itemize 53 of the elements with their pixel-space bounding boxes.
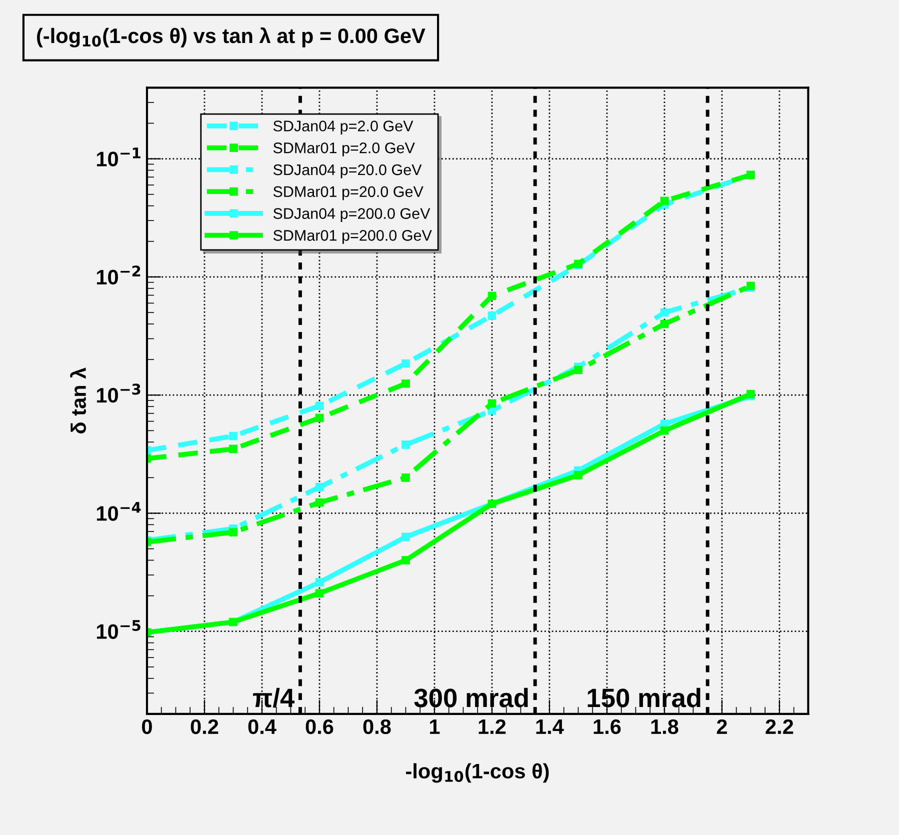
point <box>229 528 238 536</box>
x-tick-label: 0.6 <box>306 719 334 734</box>
point <box>229 432 238 440</box>
x-tick-label: 2 <box>716 719 727 734</box>
y-tick-label: 10$^{−3}$ <box>96 384 140 403</box>
x-tick-label: 0.8 <box>363 719 391 734</box>
legend-label: SDMar01 p=20.0 GeV <box>273 186 424 200</box>
y-tick-label: 10$^{−2}$ <box>96 266 140 285</box>
x-tick-label: 1.4 <box>536 720 564 734</box>
point <box>660 196 669 206</box>
point <box>660 308 669 317</box>
point <box>402 532 410 542</box>
y-axis-title: δ tan λ <box>70 368 86 434</box>
ref-line-label: 300 mrad <box>414 688 528 708</box>
x-tick-label: 0 <box>142 719 152 734</box>
point <box>229 444 238 454</box>
point <box>402 440 410 449</box>
point <box>488 312 496 320</box>
ref-line-label: π/4 <box>252 688 295 708</box>
point <box>488 399 496 408</box>
legend-label: SDMar01 p=200.0 GeV <box>273 230 432 244</box>
legend-label: SDMar01 p=2.0 GeV <box>273 142 415 156</box>
point <box>660 426 669 435</box>
point <box>315 498 324 507</box>
point <box>315 483 324 492</box>
x-tick-label: 0.4 <box>248 719 276 734</box>
point <box>574 366 582 374</box>
legend-label: SDJan04 p=2.0 GeV <box>273 120 414 134</box>
x-tick-label: 1.6 <box>594 719 621 734</box>
x-axis-title: -log$_{10}$(1-cos θ) <box>406 763 549 783</box>
y-tick-label: 10$^{−4}$ <box>96 502 141 521</box>
point <box>660 320 669 328</box>
point <box>402 556 410 564</box>
x-tick-label: 1 <box>430 720 440 734</box>
point <box>574 470 582 480</box>
point <box>315 589 324 598</box>
point <box>402 473 410 482</box>
point <box>402 379 410 388</box>
x-tick-label: 1.8 <box>651 719 678 734</box>
x-tick-label: 2.2 <box>766 719 794 734</box>
point <box>402 359 410 368</box>
point <box>315 414 324 422</box>
x-tick-label: 1.2 <box>478 719 506 734</box>
legend-label: SDJan04 p=200.0 GeV <box>273 208 430 222</box>
y-tick-label: 10$^{−5}$ <box>96 620 140 639</box>
point <box>488 292 496 300</box>
legend-label: SDJan04 p=20.0 GeV <box>273 164 422 178</box>
ref-line-label: 150 mrad <box>588 688 700 708</box>
point <box>315 578 324 586</box>
chart-title: (-log$_{10}$(1-cos θ) vs tan λ at p = 0.00 GeV <box>37 27 426 48</box>
y-tick-label: 10$^{−1}$ <box>96 148 140 166</box>
point <box>315 402 324 410</box>
x-tick-label: 0.2 <box>190 719 218 734</box>
